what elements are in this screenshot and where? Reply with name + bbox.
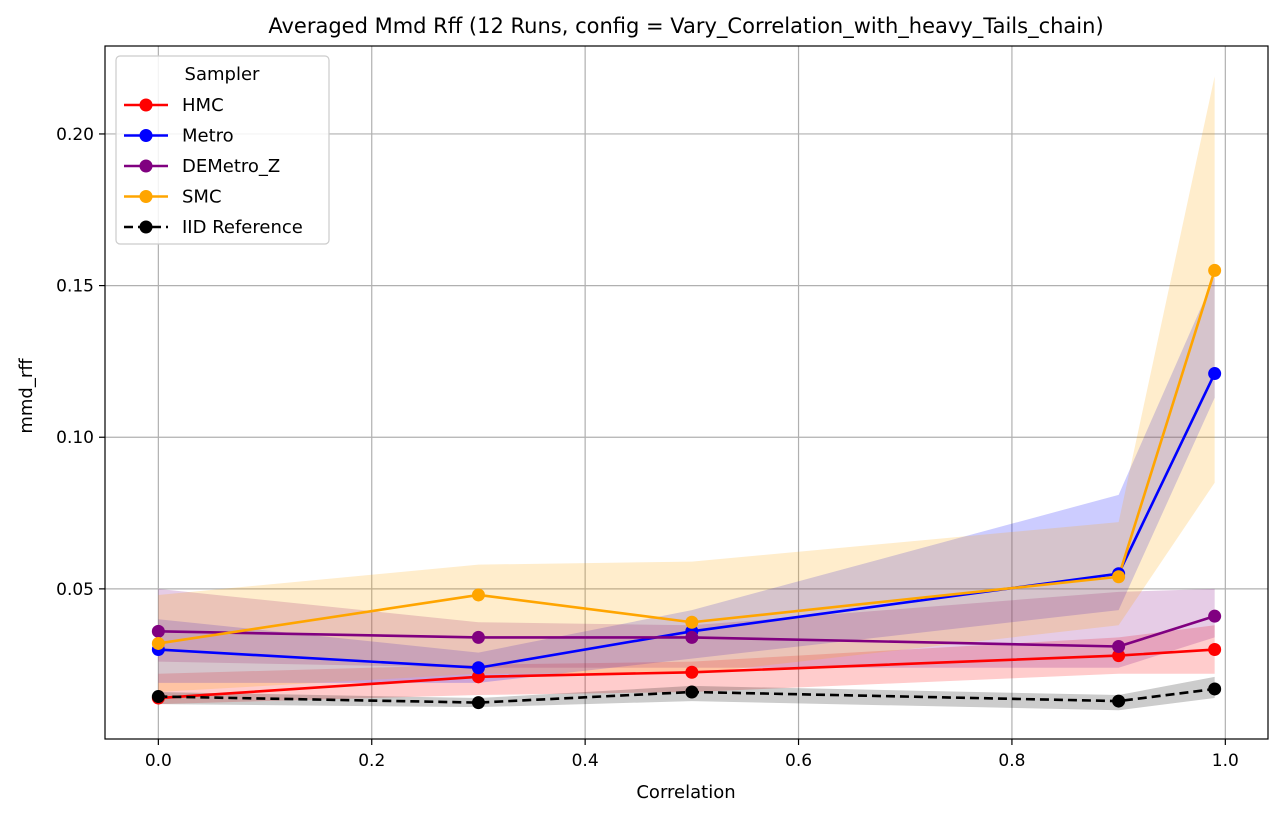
iid-reference-point — [151, 690, 165, 704]
legend-marker-iid-reference — [139, 220, 153, 234]
y-tick-label: 0.05 — [56, 580, 94, 600]
series-points — [151, 263, 1222, 710]
hmc-point — [685, 665, 699, 679]
hmc-point — [1112, 649, 1126, 663]
x-tick-label: 1.0 — [1212, 751, 1239, 771]
smc-band — [158, 76, 1215, 692]
legend-box — [115, 55, 330, 245]
grid — [105, 46, 1268, 739]
x-tick-label: 0.6 — [785, 751, 812, 771]
legend-marker-metro — [139, 129, 153, 142]
legend: Sampler HMC Metro DEMetro_Z SMC IID Referenc… — [115, 55, 330, 245]
iid-reference-point — [1112, 694, 1126, 708]
demetro-z-point — [1112, 639, 1126, 653]
metro-point — [1208, 367, 1222, 381]
legend-marker-smc — [139, 190, 153, 203]
legend-label-metro: Metro — [182, 126, 234, 147]
chart-title: Averaged Mmd Rff (12 Runs, config = Vary… — [268, 14, 1103, 39]
iid-reference-point — [471, 696, 485, 710]
y-tick-label: 0.15 — [56, 277, 94, 297]
legend-items: HMC Metro DEMetro_Z SMC IID Reference — [124, 95, 303, 238]
demetro-z-point — [685, 630, 699, 644]
smc-point — [685, 615, 699, 629]
x-axis-ticks: 0.0 0.2 0.4 0.6 0.8 1.0 — [145, 739, 1239, 771]
iid-reference-point — [685, 685, 699, 699]
x-axis-label: Correlation — [636, 782, 735, 803]
hmc-point — [1208, 643, 1222, 657]
metro-point — [471, 661, 485, 675]
y-tick-label: 0.10 — [56, 428, 94, 448]
x-tick-label: 0.8 — [998, 751, 1025, 771]
x-tick-label: 0.4 — [572, 751, 599, 771]
legend-label-hmc: HMC — [182, 95, 224, 116]
iid-reference-point — [1208, 682, 1222, 696]
smc-point — [1208, 263, 1222, 277]
smc-point — [151, 636, 165, 650]
legend-label-iid-reference: IID Reference — [182, 217, 303, 238]
x-tick-label: 0.2 — [358, 751, 385, 771]
y-axis-ticks: 0.05 0.10 0.15 0.20 — [56, 125, 105, 600]
legend-marker-hmc — [139, 98, 153, 112]
demetro-z-point — [471, 630, 485, 644]
hmc-point — [471, 670, 485, 684]
metro-band — [158, 276, 1215, 683]
y-axis-label: mmd_rff — [16, 358, 37, 434]
plot-frame — [104, 45, 1269, 740]
legend-label-smc: SMC — [182, 187, 222, 208]
y-tick-label: 0.20 — [56, 125, 94, 145]
smc-point — [1112, 570, 1126, 584]
legend-label-demetro-z: DEMetro_Z — [182, 156, 280, 177]
legend-marker-demetro-z — [139, 159, 153, 173]
x-tick-label: 0.0 — [145, 751, 172, 771]
demetro-z-point — [151, 624, 165, 638]
demetro-z-point — [1208, 609, 1222, 623]
smc-point — [471, 588, 485, 602]
legend-title: Sampler — [185, 64, 260, 85]
hmc-band — [158, 625, 1215, 705]
